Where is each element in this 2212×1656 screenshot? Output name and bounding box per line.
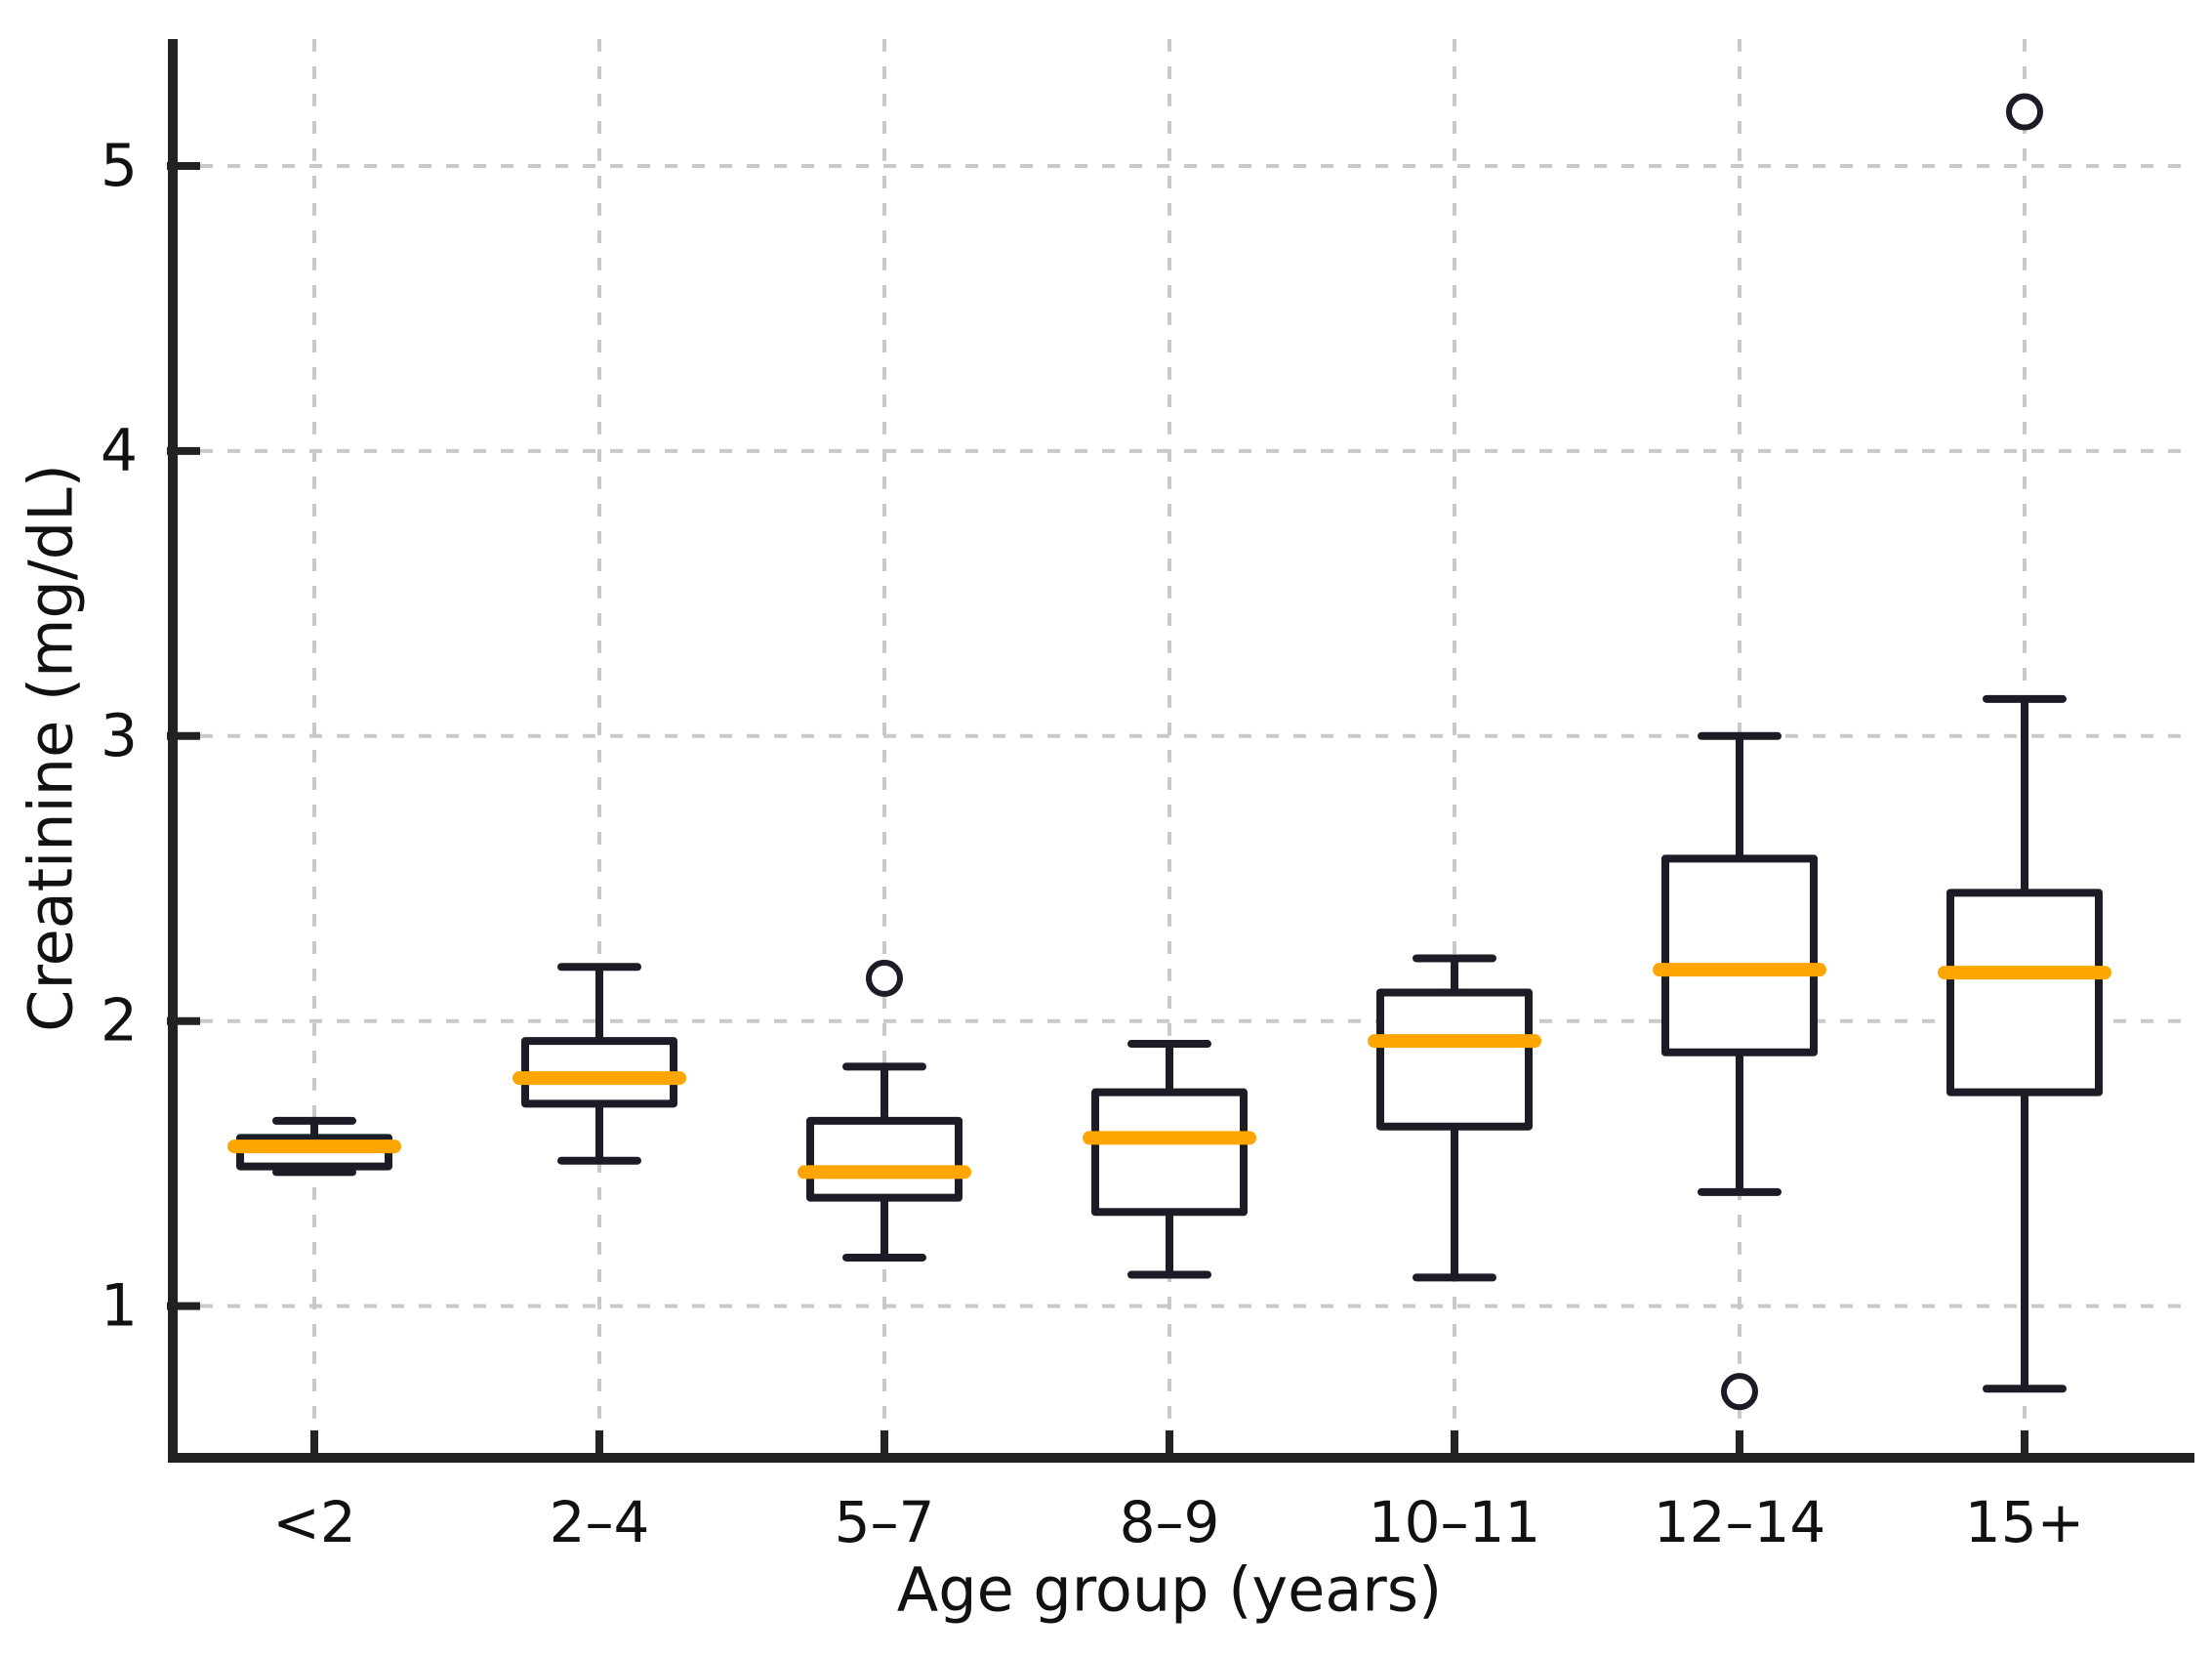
x-tick-label: 5–7 [835,1489,935,1555]
x-axis-title: Age group (years) [896,1553,1443,1626]
outlier-point [2006,93,2043,131]
y-tick-label: 3 [101,702,138,770]
y-tick-label: 2 [101,987,138,1056]
y-axis-title: Creatinine (mg/dL) [15,464,87,1032]
x-tick-label: 10–11 [1369,1489,1541,1555]
y-tick-label: 1 [101,1272,138,1341]
iqr-box [1376,988,1533,1131]
x-tick-label: 8–9 [1120,1489,1220,1555]
outlier-point [866,959,903,997]
iqr-box [1661,854,1818,1056]
x-tick-label: 15+ [1965,1489,2084,1555]
x-tick-label: 12–14 [1654,1489,1826,1555]
y-tick-label: 5 [101,132,138,200]
outlier-point [1721,1373,1758,1411]
iqr-box [806,1116,963,1202]
iqr-box [1946,889,2103,1097]
iqr-box [1091,1088,1248,1217]
x-tick-label: <2 [272,1489,356,1555]
y-tick-label: 4 [101,417,138,485]
x-tick-label: 2–4 [550,1489,650,1555]
